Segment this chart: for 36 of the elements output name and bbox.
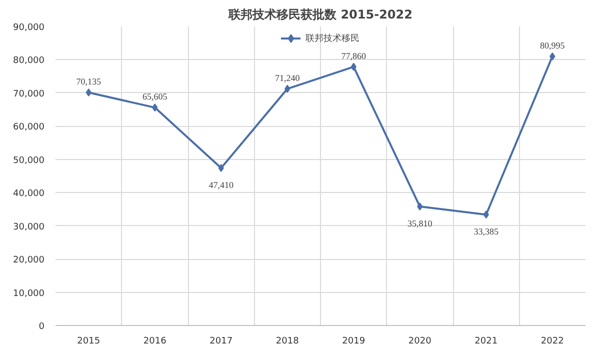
x-tick-label: 2017 [210, 336, 233, 346]
y-tick-label: 0 [38, 322, 45, 332]
data-label: 80,995 [540, 40, 566, 50]
y-tick-label: 40,000 [13, 189, 45, 200]
point [417, 202, 423, 211]
x-tick-label: 2022 [540, 336, 564, 346]
data-label: 65,605 [142, 92, 168, 102]
point [218, 164, 224, 172]
y-tick-label: 80,000 [13, 56, 45, 66]
chart-title: 联邦技术移民获批数 2015-2022 [228, 8, 412, 22]
point [86, 88, 92, 96]
point [284, 84, 290, 93]
y-tick-label: 10,000 [13, 288, 45, 299]
point [350, 62, 356, 71]
legend-label: 联邦技术移民 [306, 32, 360, 44]
x-tick-label: 2018 [276, 336, 300, 346]
y-tick-label: 70,000 [13, 89, 45, 100]
x-tick-label: 2020 [408, 336, 432, 346]
y-tick-label: 30,000 [13, 222, 45, 232]
x-tick-label: 2019 [342, 336, 366, 346]
data-label: 70,135 [76, 76, 102, 86]
data-label: 33,385 [474, 226, 499, 237]
x-tick-label: 2015 [77, 336, 100, 346]
data-label: 47,410 [208, 180, 234, 190]
data-label: 71,240 [275, 72, 300, 83]
point [483, 210, 489, 219]
point [152, 104, 158, 112]
x-tick-label: 2016 [143, 336, 167, 346]
point [550, 52, 556, 60]
y-tick-label: 20,000 [13, 256, 45, 266]
data-label: 77,860 [341, 50, 366, 61]
y-tick-label: 90,000 [13, 23, 45, 33]
y-tick-label: 60,000 [13, 122, 45, 133]
data-label: 35,810 [408, 218, 433, 229]
y-tick-label: 50,000 [13, 156, 45, 166]
x-tick-label: 2021 [474, 336, 498, 346]
